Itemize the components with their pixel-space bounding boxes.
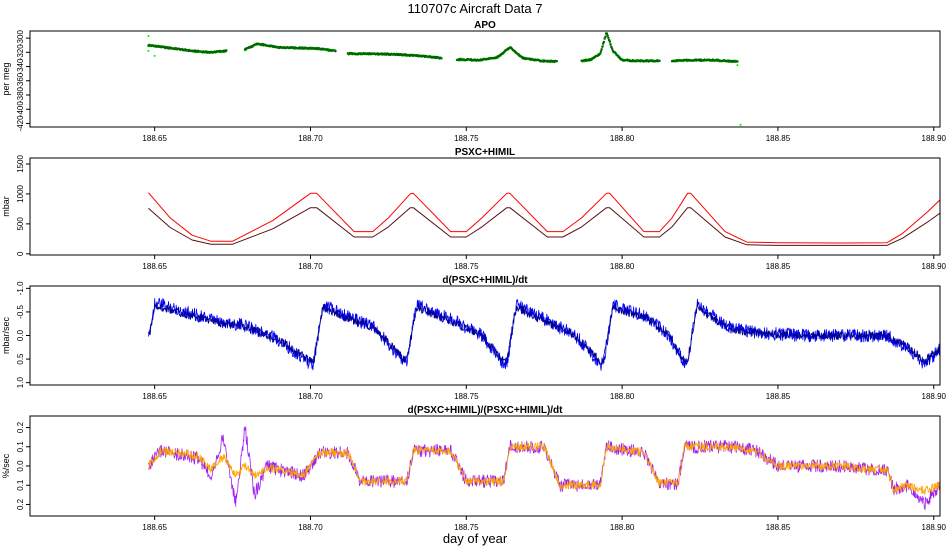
- y-tick-label: 1.0: [16, 377, 25, 389]
- outlier-point: [147, 49, 150, 52]
- x-tick-label: 188.65: [142, 262, 167, 271]
- plot-frame: [29, 157, 941, 256]
- panel-4: d(PSXC+HIMIL)/(PSXC+HIMIL)/dt %/sec 188.65…: [1, 405, 947, 532]
- panel-1: APO per meg 188.65 188.70 188.75 188.80 188.85…: [1, 20, 947, 143]
- x-tick-label: 188.75: [454, 523, 479, 532]
- series-2: [147, 32, 739, 64]
- data-points: [580, 32, 661, 63]
- x-tick-label: 188.90: [922, 523, 947, 532]
- data-points: [147, 43, 228, 54]
- series-line: [148, 301, 940, 365]
- data-points: [243, 42, 337, 53]
- series-2: [148, 207, 940, 246]
- series-line: [148, 192, 940, 244]
- x-tick-label: 188.65: [142, 392, 167, 401]
- y-axis-label: %/sec: [1, 453, 11, 478]
- data-points: [346, 52, 443, 60]
- outlier-point: [153, 54, 156, 57]
- outlier-point: [739, 123, 742, 126]
- y-tick-label: 0.5: [16, 353, 25, 365]
- y-tick-label: 0.0: [16, 460, 25, 472]
- plot-area: [148, 426, 940, 510]
- y-tick-label: -360: [16, 72, 25, 89]
- panel-title: APO: [474, 20, 496, 31]
- x-tick-label: 188.80: [610, 523, 635, 532]
- x-tick-label: 188.70: [298, 392, 323, 401]
- outlier-point: [147, 34, 150, 37]
- x-tick-label: 188.75: [454, 262, 479, 271]
- y-tick-label: 500: [16, 217, 25, 231]
- y-tick-label: -420: [16, 115, 25, 132]
- y-axis-label: mbar: [1, 196, 11, 217]
- x-tick-label: 188.75: [454, 134, 479, 143]
- panel-title: d(PSXC+HIMIL)/dt: [442, 275, 528, 286]
- y-tick-label: 0.1: [16, 479, 25, 491]
- x-tick-label: 188.80: [610, 134, 635, 143]
- y-tick-label: -380: [16, 86, 25, 103]
- y-tick-label: 0.2: [16, 498, 25, 510]
- x-tick-label: 188.65: [142, 523, 167, 532]
- series-line: [148, 442, 940, 495]
- y-tick-label: 0.2: [16, 421, 25, 433]
- y-tick-label: -300: [16, 30, 25, 47]
- figure-title: 110707c Aircraft Data 7: [408, 1, 543, 16]
- x-tick-label: 188.85: [766, 134, 791, 143]
- x-tick-label: 188.85: [766, 262, 791, 271]
- x-tick-label: 188.90: [922, 392, 947, 401]
- y-axis-label: mbar/sec: [1, 316, 11, 354]
- plot-area: [148, 298, 940, 371]
- y-axis-label: per meg: [1, 62, 11, 95]
- x-tick-label: 188.90: [922, 262, 947, 271]
- y-tick-label: 1000: [16, 184, 25, 202]
- series-line: [148, 207, 940, 246]
- plot-area: [147, 32, 742, 126]
- series-1: [148, 192, 940, 244]
- data-points: [455, 46, 558, 64]
- x-tick-label: 188.70: [298, 134, 323, 143]
- series-2: [148, 301, 940, 365]
- y-tick-label: 0.0: [16, 329, 25, 341]
- y-tick-label: -400: [16, 101, 25, 118]
- panel-2: PSXC+HIMIL mbar 188.65 188.70 188.75 188.80 18…: [1, 147, 947, 271]
- y-tick-label: -0.5: [16, 304, 25, 318]
- x-tick-label: 188.70: [298, 262, 323, 271]
- y-tick-label: -1.0: [16, 281, 25, 295]
- x-tick-label: 188.75: [454, 392, 479, 401]
- panels: APO per meg 188.65 188.70 188.75 188.80 188.85…: [1, 20, 947, 532]
- y-tick-label: -340: [16, 58, 25, 75]
- y-tick-label: 0.1: [16, 441, 25, 453]
- series-2: [148, 442, 940, 495]
- x-axis-label: day of year: [443, 531, 508, 546]
- x-tick-label: 188.65: [142, 134, 167, 143]
- x-tick-label: 188.85: [766, 523, 791, 532]
- plot-frame: [29, 30, 941, 128]
- data-points: [670, 58, 739, 63]
- y-tick-label: -320: [16, 44, 25, 61]
- x-tick-label: 188.70: [298, 523, 323, 532]
- x-tick-label: 188.90: [922, 134, 947, 143]
- y-tick-label: 1500: [16, 155, 25, 173]
- plot-area: [148, 192, 940, 246]
- x-tick-label: 188.80: [610, 392, 635, 401]
- x-tick-label: 188.80: [610, 262, 635, 271]
- x-tick-label: 188.85: [766, 392, 791, 401]
- panel-title: PSXC+HIMIL: [455, 147, 515, 158]
- panel-3: d(PSXC+HIMIL)/dt mbar/sec 188.65 188.70 188.…: [1, 275, 947, 401]
- panel-title: d(PSXC+HIMIL)/(PSXC+HIMIL)/dt: [408, 405, 564, 416]
- y-tick-label: 0: [16, 251, 25, 256]
- outlier-point: [736, 64, 739, 67]
